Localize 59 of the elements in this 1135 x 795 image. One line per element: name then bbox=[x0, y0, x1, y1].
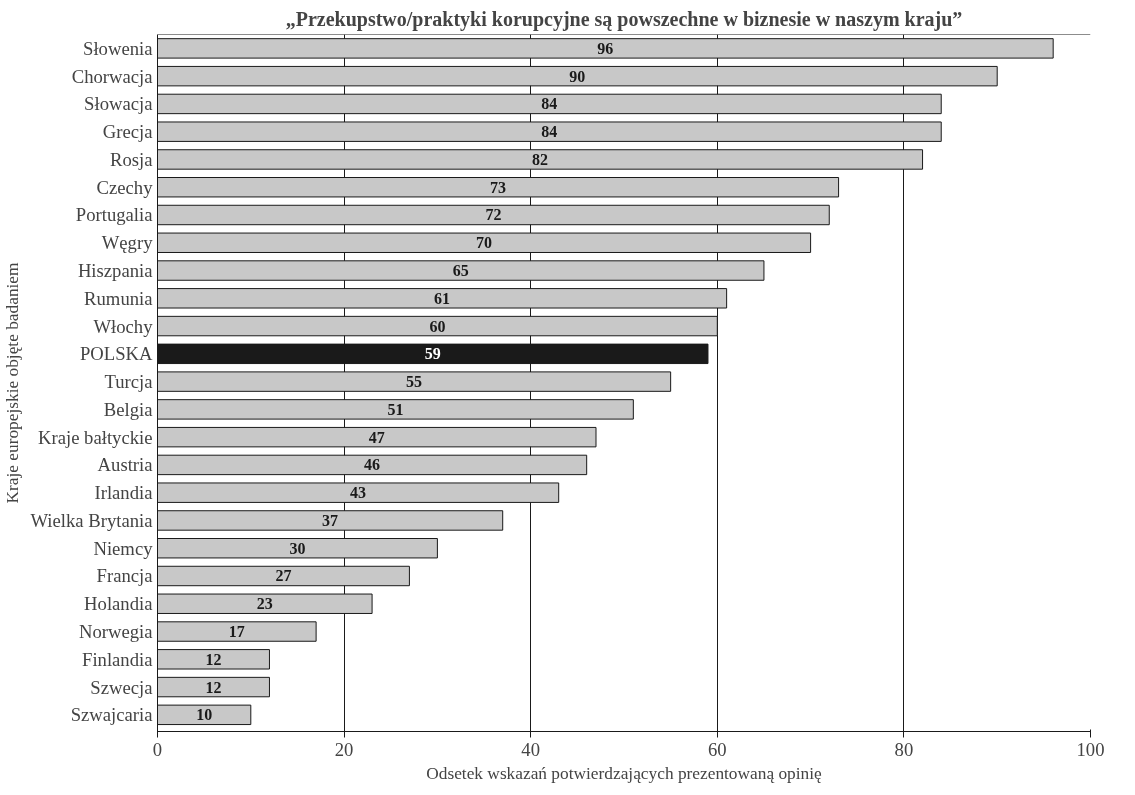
y-tick-label: Szwecja bbox=[90, 676, 154, 698]
x-tick-label: 20 bbox=[334, 738, 354, 760]
y-tick-label: Chorwacja bbox=[71, 65, 154, 87]
y-tick-label: Francja bbox=[96, 565, 154, 587]
y-tick-label: Niemcy bbox=[93, 537, 154, 559]
y-tick-label: Grecja bbox=[102, 121, 154, 143]
data-label: 23 bbox=[256, 595, 273, 613]
y-tick-label: Irlandia bbox=[94, 482, 154, 504]
data-label: 65 bbox=[452, 262, 469, 280]
data-label: 10 bbox=[196, 706, 213, 724]
y-tick-label: Szwajcaria bbox=[70, 704, 154, 726]
y-tick-label: Rumunia bbox=[84, 287, 154, 309]
x-axis-title: Odsetek wskazań potwierdzających prezentowaną opinię bbox=[426, 763, 823, 783]
chart-title: „Przekupstwo/praktyki korupcyjne są powszechne w biznesie w naszym kraju” bbox=[285, 7, 963, 31]
data-label: 55 bbox=[406, 373, 423, 391]
data-label: 61 bbox=[434, 289, 451, 307]
y-tick-label: Belgia bbox=[103, 398, 154, 420]
y-tick-label: Słowacja bbox=[84, 93, 154, 115]
data-label: 43 bbox=[350, 484, 367, 502]
y-tick-label: Włochy bbox=[93, 315, 154, 337]
data-label: 46 bbox=[364, 456, 381, 474]
y-tick-label: Kraje bałtyckie bbox=[38, 426, 153, 448]
data-label: 30 bbox=[289, 539, 306, 557]
data-label: 12 bbox=[205, 650, 222, 668]
y-tick-label: Norwegia bbox=[78, 621, 154, 643]
x-tick-label: 40 bbox=[521, 738, 541, 760]
y-tick-label: Wielka Brytania bbox=[30, 509, 154, 531]
y-tick-label: Węgry bbox=[101, 232, 154, 254]
data-label: 84 bbox=[541, 95, 558, 113]
x-tick-label: 60 bbox=[707, 738, 727, 760]
y-tick-label: Słowenia bbox=[83, 37, 154, 59]
y-tick-label: Finlandia bbox=[82, 648, 154, 670]
y-tick-label: Rosja bbox=[110, 148, 154, 170]
data-label: 60 bbox=[429, 317, 446, 335]
data-label: 70 bbox=[476, 234, 493, 252]
x-tick-label: 0 bbox=[152, 738, 163, 760]
x-tick-label: 100 bbox=[1076, 738, 1105, 760]
data-label: 90 bbox=[569, 67, 586, 85]
data-label: 84 bbox=[541, 123, 558, 141]
data-label: 59 bbox=[424, 345, 441, 363]
y-tick-label: POLSKA bbox=[79, 343, 154, 365]
data-label: 82 bbox=[532, 150, 549, 168]
y-tick-label: Portugalia bbox=[75, 204, 154, 226]
y-tick-label: Holandia bbox=[84, 593, 154, 615]
data-label: 51 bbox=[387, 400, 404, 418]
data-label: 47 bbox=[368, 428, 385, 446]
y-tick-label: Czechy bbox=[96, 176, 154, 198]
x-tick-label: 80 bbox=[894, 738, 914, 760]
data-label: 37 bbox=[322, 511, 339, 529]
data-label: 12 bbox=[205, 678, 222, 696]
y-tick-label: Hiszpania bbox=[77, 260, 154, 282]
data-label: 17 bbox=[228, 623, 245, 641]
data-label: 72 bbox=[485, 206, 502, 224]
y-tick-label: Austria bbox=[97, 454, 154, 476]
y-tick-label: Turcja bbox=[104, 371, 154, 393]
data-label: 27 bbox=[275, 567, 292, 585]
y-axis-title: Kraje europejskie objęte badaniem bbox=[3, 261, 23, 504]
data-label: 96 bbox=[597, 39, 614, 57]
data-label: 73 bbox=[490, 178, 507, 196]
